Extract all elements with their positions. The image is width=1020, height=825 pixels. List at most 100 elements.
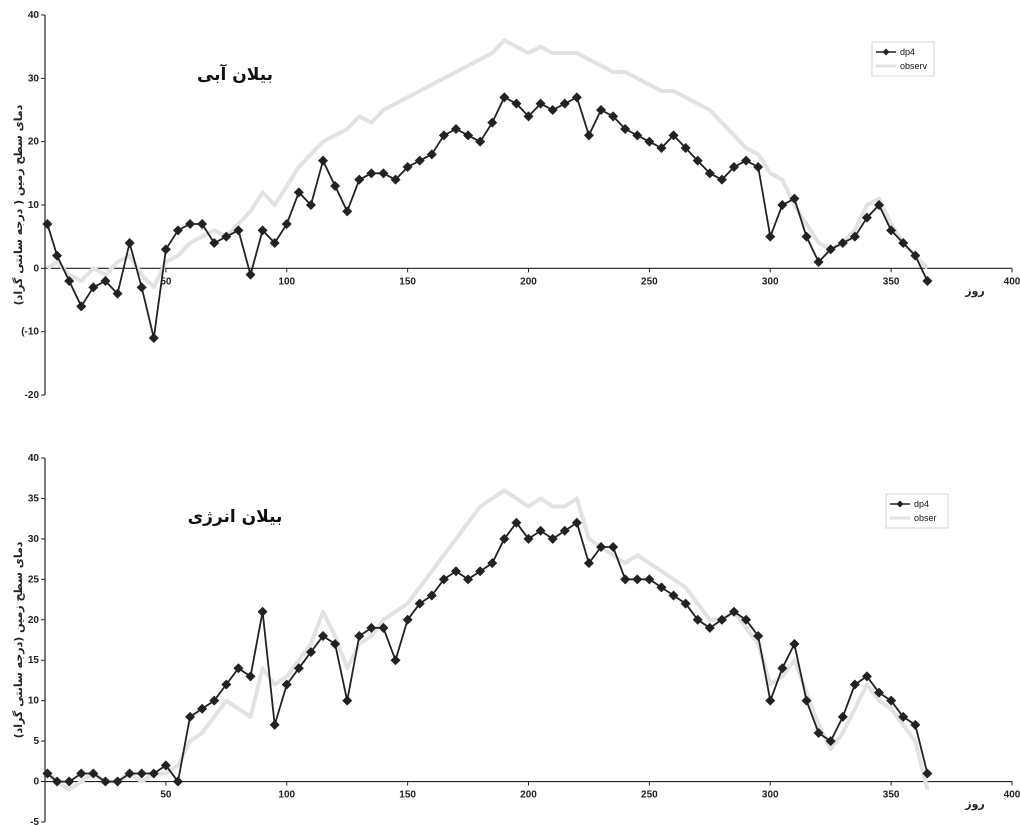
y-tick-label: 10 bbox=[28, 200, 40, 211]
data-point bbox=[390, 174, 401, 185]
y-tick-label: 10 bbox=[28, 696, 40, 707]
data-point bbox=[438, 130, 449, 141]
data-point bbox=[487, 117, 498, 128]
x-tick-label: 300 bbox=[762, 276, 779, 287]
data-point bbox=[692, 614, 703, 625]
data-point bbox=[426, 590, 437, 601]
data-point bbox=[136, 768, 147, 779]
data-point bbox=[185, 219, 196, 229]
data-point bbox=[523, 533, 534, 544]
data-point bbox=[813, 257, 824, 267]
y-tick-label: (-10 bbox=[21, 327, 39, 338]
data-point bbox=[450, 566, 461, 577]
data-point bbox=[378, 168, 389, 179]
data-point bbox=[197, 219, 208, 229]
y-tick-label: 40 bbox=[28, 453, 40, 464]
data-point bbox=[656, 582, 667, 593]
data-point bbox=[898, 711, 909, 722]
data-point bbox=[910, 250, 921, 261]
data-point bbox=[185, 711, 196, 722]
data-point bbox=[378, 622, 389, 633]
data-point bbox=[692, 155, 703, 166]
data-point bbox=[596, 541, 607, 552]
x-tick-label: 300 bbox=[762, 790, 779, 801]
data-point bbox=[257, 225, 268, 236]
data-point bbox=[112, 776, 123, 787]
data-point bbox=[849, 679, 860, 690]
data-point bbox=[463, 574, 474, 585]
data-point bbox=[583, 558, 594, 569]
data-point bbox=[197, 703, 208, 714]
y-tick-label: 30 bbox=[28, 73, 40, 84]
data-point bbox=[728, 162, 739, 172]
series-dp4 bbox=[42, 517, 933, 787]
data-point bbox=[728, 606, 739, 617]
data-point bbox=[644, 574, 655, 585]
x-tick-label: 50 bbox=[160, 276, 172, 287]
chart-title: بیلان آبی bbox=[197, 63, 273, 85]
data-point bbox=[76, 768, 87, 779]
data-point bbox=[257, 606, 268, 617]
data-point bbox=[305, 200, 316, 210]
data-point bbox=[716, 174, 727, 185]
data-point bbox=[450, 124, 461, 134]
data-point bbox=[680, 143, 691, 153]
data-point bbox=[801, 695, 812, 706]
x-tick-label: 150 bbox=[399, 790, 416, 801]
data-point bbox=[390, 655, 401, 666]
series-observ bbox=[46, 38, 929, 290]
x-tick-label: 100 bbox=[278, 276, 295, 287]
data-point bbox=[160, 244, 171, 255]
y-axis-label: دمای سطح زمین (درجه سانتی گراد) bbox=[12, 541, 25, 738]
data-point bbox=[426, 149, 437, 160]
chart-title: بیلان انرژی bbox=[188, 507, 283, 527]
data-point bbox=[233, 225, 244, 236]
data-point bbox=[209, 238, 220, 248]
series-line bbox=[46, 521, 929, 783]
data-point bbox=[668, 590, 679, 601]
data-point bbox=[124, 238, 135, 248]
data-point bbox=[753, 162, 764, 172]
data-point bbox=[330, 639, 341, 650]
y-tick-label: 35 bbox=[28, 493, 40, 504]
x-tick-label: 200 bbox=[520, 790, 537, 801]
data-point bbox=[269, 719, 280, 730]
data-point bbox=[813, 728, 824, 739]
data-point bbox=[922, 768, 933, 779]
x-tick-label: 350 bbox=[883, 790, 900, 801]
y-tick-label: 5 bbox=[33, 736, 39, 747]
y-tick-label: 20 bbox=[28, 615, 40, 626]
data-point bbox=[874, 200, 885, 210]
data-point bbox=[680, 598, 691, 609]
series-obser bbox=[46, 488, 930, 792]
data-point bbox=[318, 155, 329, 166]
data-point bbox=[789, 193, 800, 204]
x-tick-label: 350 bbox=[883, 276, 900, 287]
data-point bbox=[596, 105, 607, 115]
data-point bbox=[305, 647, 316, 658]
data-point bbox=[874, 687, 885, 698]
data-point bbox=[922, 276, 933, 286]
data-point bbox=[559, 98, 570, 109]
data-point bbox=[632, 574, 643, 585]
data-point bbox=[342, 206, 353, 217]
data-point bbox=[547, 105, 558, 115]
data-point bbox=[293, 663, 304, 674]
x-axis-label: روز bbox=[964, 284, 985, 297]
series-dp4 bbox=[42, 92, 933, 343]
data-point bbox=[475, 136, 486, 147]
data-point bbox=[42, 219, 53, 229]
data-point bbox=[535, 98, 546, 109]
data-point bbox=[281, 679, 292, 690]
data-point bbox=[293, 187, 304, 198]
legend-label: dp4 bbox=[914, 499, 929, 509]
legend-marker bbox=[882, 48, 890, 56]
y-tick-label: 0 bbox=[33, 263, 39, 274]
data-point bbox=[861, 671, 872, 682]
data-point bbox=[511, 517, 522, 528]
data-point bbox=[849, 231, 860, 242]
data-point bbox=[741, 614, 752, 625]
